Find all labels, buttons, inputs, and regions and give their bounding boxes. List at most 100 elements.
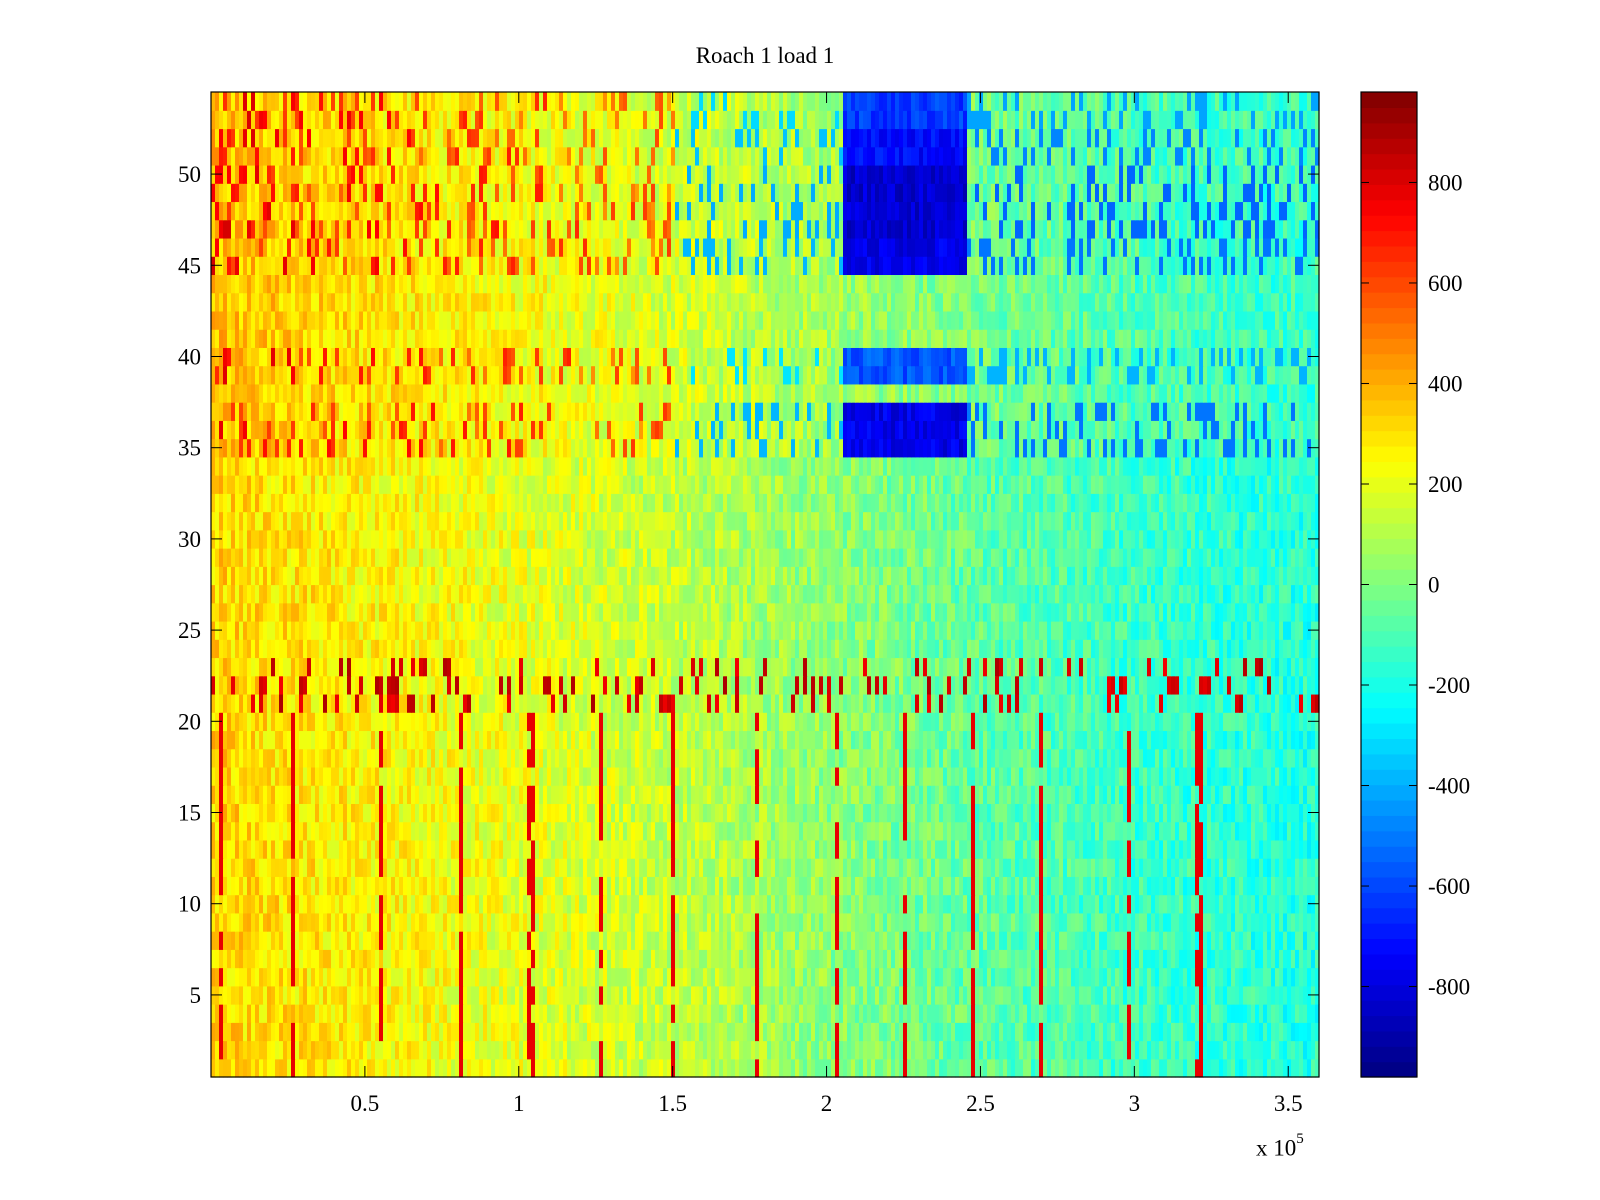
heatmap-cell xyxy=(791,1004,796,1023)
heatmap-cell xyxy=(955,1041,960,1060)
heatmap-cell xyxy=(515,803,520,822)
heatmap-cell xyxy=(407,822,412,841)
heatmap-cell xyxy=(479,822,484,841)
heatmap-cell xyxy=(663,840,668,859)
heatmap-cell xyxy=(783,949,788,968)
heatmap-cell xyxy=(467,876,472,895)
heatmap-cell xyxy=(419,1022,424,1041)
heatmap-cell xyxy=(851,1059,856,1078)
heatmap-cell xyxy=(939,785,944,804)
heatmap-cell xyxy=(1111,1004,1116,1023)
heatmap-cell xyxy=(599,968,604,987)
heatmap-cell xyxy=(627,968,632,987)
heatmap-cell xyxy=(595,803,600,822)
heatmap-cell xyxy=(699,767,704,786)
heatmap-cell xyxy=(1167,785,1172,804)
heatmap-cell xyxy=(1003,968,1008,987)
heatmap-cell xyxy=(1299,895,1304,914)
heatmap-cell xyxy=(935,913,940,932)
heatmap-cell xyxy=(279,1004,284,1023)
heatmap-cell xyxy=(403,949,408,968)
heatmap-cell xyxy=(1171,968,1176,987)
heatmap-cell xyxy=(1075,876,1080,895)
heatmap-cell xyxy=(503,858,508,877)
heatmap-cell xyxy=(271,858,276,877)
heatmap-cell xyxy=(1119,1004,1124,1023)
heatmap-cell xyxy=(1035,840,1040,859)
heatmap-cell xyxy=(467,1022,472,1041)
heatmap-cell xyxy=(1055,1004,1060,1023)
heatmap-cell xyxy=(971,895,976,914)
heatmap-cell xyxy=(243,803,248,822)
heatmap-cell xyxy=(439,913,444,932)
heatmap-cell xyxy=(815,986,820,1005)
heatmap-cell xyxy=(223,1004,228,1023)
heatmap-cell xyxy=(283,840,288,859)
heatmap-cell xyxy=(1203,767,1208,786)
heatmap-cell xyxy=(1179,949,1184,968)
heatmap-cell xyxy=(1083,767,1088,786)
heatmap-cell xyxy=(527,968,532,987)
heatmap-cell xyxy=(1307,858,1312,877)
heatmap-cell xyxy=(399,749,404,768)
heatmap-cell xyxy=(735,949,740,968)
heatmap-cell xyxy=(763,1041,768,1060)
heatmap-cell xyxy=(395,895,400,914)
heatmap-cell xyxy=(627,858,632,877)
heatmap-cell xyxy=(1235,968,1240,987)
heatmap-cell xyxy=(483,1004,488,1023)
heatmap-cell xyxy=(403,822,408,841)
heatmap-cell xyxy=(491,949,496,968)
heatmap-cell xyxy=(919,822,924,841)
heatmap-cell xyxy=(623,949,628,968)
heatmap-cell xyxy=(855,913,860,932)
heatmap-cell xyxy=(547,840,552,859)
heatmap-cell xyxy=(1279,968,1284,987)
heatmap-cell xyxy=(727,986,732,1005)
heatmap-cell xyxy=(999,913,1004,932)
heatmap-cell xyxy=(463,931,468,950)
heatmap-cell xyxy=(683,785,688,804)
heatmap-cell xyxy=(1143,949,1148,968)
heatmap-cell xyxy=(331,749,336,768)
heatmap-cell xyxy=(803,949,808,968)
heatmap-cell xyxy=(283,876,288,895)
heatmap-cell xyxy=(371,767,376,786)
heatmap-cell xyxy=(223,876,228,895)
heatmap-cell xyxy=(999,876,1004,895)
heatmap-cell xyxy=(995,986,1000,1005)
heatmap-cell xyxy=(979,822,984,841)
heatmap-cell xyxy=(619,749,624,768)
heatmap-cell xyxy=(831,913,836,932)
heatmap-cell xyxy=(687,876,692,895)
heatmap-cell xyxy=(259,785,264,804)
heatmap-cell xyxy=(1259,822,1264,841)
heatmap-cell xyxy=(1067,876,1072,895)
heatmap-cell xyxy=(1187,1004,1192,1023)
heatmap-cell xyxy=(1279,767,1284,786)
heatmap-cell xyxy=(1175,968,1180,987)
heatmap-cell xyxy=(511,1041,516,1060)
heatmap-cell xyxy=(1251,1022,1256,1041)
heatmap-cell xyxy=(423,1022,428,1041)
heatmap-cell xyxy=(507,1004,512,1023)
heatmap-cell xyxy=(651,986,656,1005)
heatmap-cell xyxy=(963,785,968,804)
heatmap-cell xyxy=(1003,858,1008,877)
heatmap-cell xyxy=(599,949,604,968)
heatmap-cell xyxy=(1051,785,1056,804)
heatmap-cell xyxy=(1027,1022,1032,1041)
heatmap-cell xyxy=(455,1004,460,1023)
heatmap-cell xyxy=(419,931,424,950)
heatmap-cell xyxy=(971,931,976,950)
heatmap-cell xyxy=(1023,822,1028,841)
heatmap-cell xyxy=(855,767,860,786)
heatmap-cell xyxy=(327,785,332,804)
heatmap-cell xyxy=(947,895,952,914)
heatmap-cell xyxy=(1107,822,1112,841)
heatmap-cell xyxy=(459,822,464,841)
heatmap-cell xyxy=(619,785,624,804)
heatmap-cell xyxy=(259,931,264,950)
heatmap-cell xyxy=(371,749,376,768)
heatmap-cell xyxy=(967,895,972,914)
